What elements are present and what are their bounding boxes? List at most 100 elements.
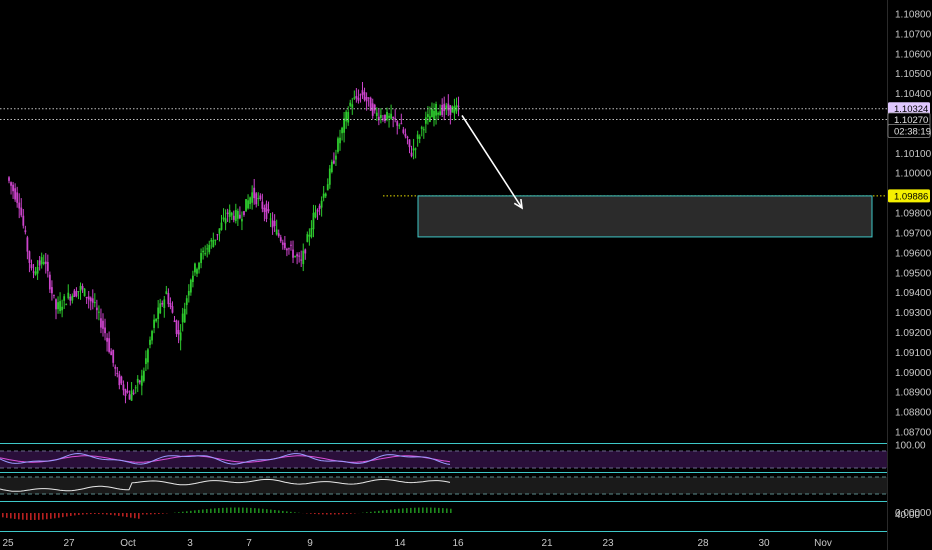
candle-body [24, 230, 27, 233]
macd-histogram-bar [262, 508, 264, 513]
candle-body [283, 242, 286, 249]
price-tick-label: 1.08700 [895, 428, 932, 439]
candle-body [416, 134, 419, 139]
price-tick-label: 1.09500 [895, 268, 932, 279]
candle-body [285, 248, 288, 251]
candle-body [218, 228, 221, 234]
candle-body [216, 234, 219, 236]
candle-body [386, 111, 388, 120]
candle-body [136, 378, 139, 383]
candle-body [292, 249, 294, 258]
candle-body [46, 262, 49, 272]
candle-body [65, 304, 68, 306]
candle-body [320, 200, 323, 208]
candle-body [316, 209, 319, 212]
candle-body [32, 271, 35, 273]
price-axis[interactable]: 1.10800 1.10700 1.10600 1.10500 1.10400 1.102… [895, 9, 932, 438]
macd-histogram-bar [10, 513, 12, 519]
candle-body [279, 237, 282, 242]
candle-body [302, 250, 305, 265]
candle-body [390, 113, 393, 119]
macd-histogram-bar [322, 513, 324, 515]
candle-body [181, 313, 184, 323]
price-tag-bg [887, 124, 931, 138]
macd-histogram-bar [342, 513, 344, 515]
price-tick-label: 1.10400 [895, 89, 932, 100]
candle-body [384, 114, 386, 122]
macd-histogram-bar [102, 513, 104, 515]
macd-histogram-bar [274, 509, 276, 513]
time-tick-label: 14 [394, 538, 406, 549]
price-tick-label: 1.09600 [895, 248, 932, 259]
macd-histogram-bar [234, 507, 236, 513]
macd-histogram-bar [142, 513, 144, 515]
candle-body [189, 279, 192, 293]
candle-body [371, 103, 374, 116]
candle-body [392, 116, 395, 119]
candle-body [275, 229, 278, 235]
projection-arrow[interactable] [461, 115, 523, 209]
macd-histogram-bar [438, 507, 440, 513]
macd-histogram-bar [398, 508, 400, 513]
candle-body [298, 255, 301, 257]
time-tick-label: Oct [120, 538, 136, 549]
candle-body [355, 95, 358, 99]
candle-body [349, 102, 352, 106]
macd-histogram-bar [410, 507, 412, 513]
candle-body [457, 105, 460, 107]
indicator-axis-label: 40.00 [895, 510, 920, 521]
candle-body [85, 297, 88, 299]
macd-histogram-bar [190, 510, 192, 513]
macd-histogram-bar [82, 513, 84, 515]
macd-histogram-bar [86, 513, 88, 515]
target-zone-box[interactable] [417, 195, 873, 238]
candle-body [8, 177, 10, 181]
macd-histogram-bar [226, 507, 228, 513]
macd-histogram-bar [118, 513, 120, 516]
candle-body [110, 351, 113, 356]
candle-body [153, 319, 155, 328]
macd-histogram-bar [282, 510, 284, 513]
candle-body [449, 105, 452, 116]
candle-body [138, 380, 141, 383]
candle-body [155, 318, 158, 322]
candle-body [314, 211, 317, 218]
macd-histogram-bar [194, 510, 196, 513]
candle-body [81, 286, 84, 290]
drawing-layer[interactable] [0, 108, 887, 238]
candle-body [251, 192, 254, 203]
macd-histogram-bar [310, 513, 312, 514]
candle-body [75, 291, 78, 297]
macd-histogram-bar [426, 507, 428, 513]
candle-body [318, 205, 321, 210]
candle-body [20, 207, 23, 216]
candle-body [28, 251, 31, 263]
candle-body [439, 111, 442, 116]
candle-body [379, 114, 382, 118]
candle-body [437, 112, 439, 115]
macd-histogram-bar [14, 513, 16, 519]
candle-body [157, 307, 160, 320]
candle-body [304, 249, 307, 254]
candle-body [38, 260, 41, 266]
macd-histogram-bar [430, 507, 432, 513]
macd-histogram-bar [346, 513, 348, 515]
candle-body [294, 256, 296, 258]
macd-histogram-bar [394, 509, 396, 513]
candle-body [95, 307, 98, 311]
candle-body [59, 301, 61, 312]
candle-body [71, 295, 74, 301]
candle-body [118, 374, 121, 386]
candle-body [453, 106, 456, 114]
rsi-band [0, 451, 887, 468]
macd-histogram-bar [366, 512, 368, 513]
macd-histogram-bar [46, 513, 48, 520]
candle-body [163, 299, 166, 308]
time-axis[interactable]: 25 27 Oct 3 7 9 14 16 21 23 28 30 Nov [2, 538, 831, 549]
price-tick-label: 1.10600 [895, 49, 932, 60]
macd-histogram-bar [382, 510, 384, 513]
macd-histogram-bar [58, 513, 60, 518]
candle-body [361, 90, 364, 95]
macd-histogram-bar [186, 511, 188, 513]
